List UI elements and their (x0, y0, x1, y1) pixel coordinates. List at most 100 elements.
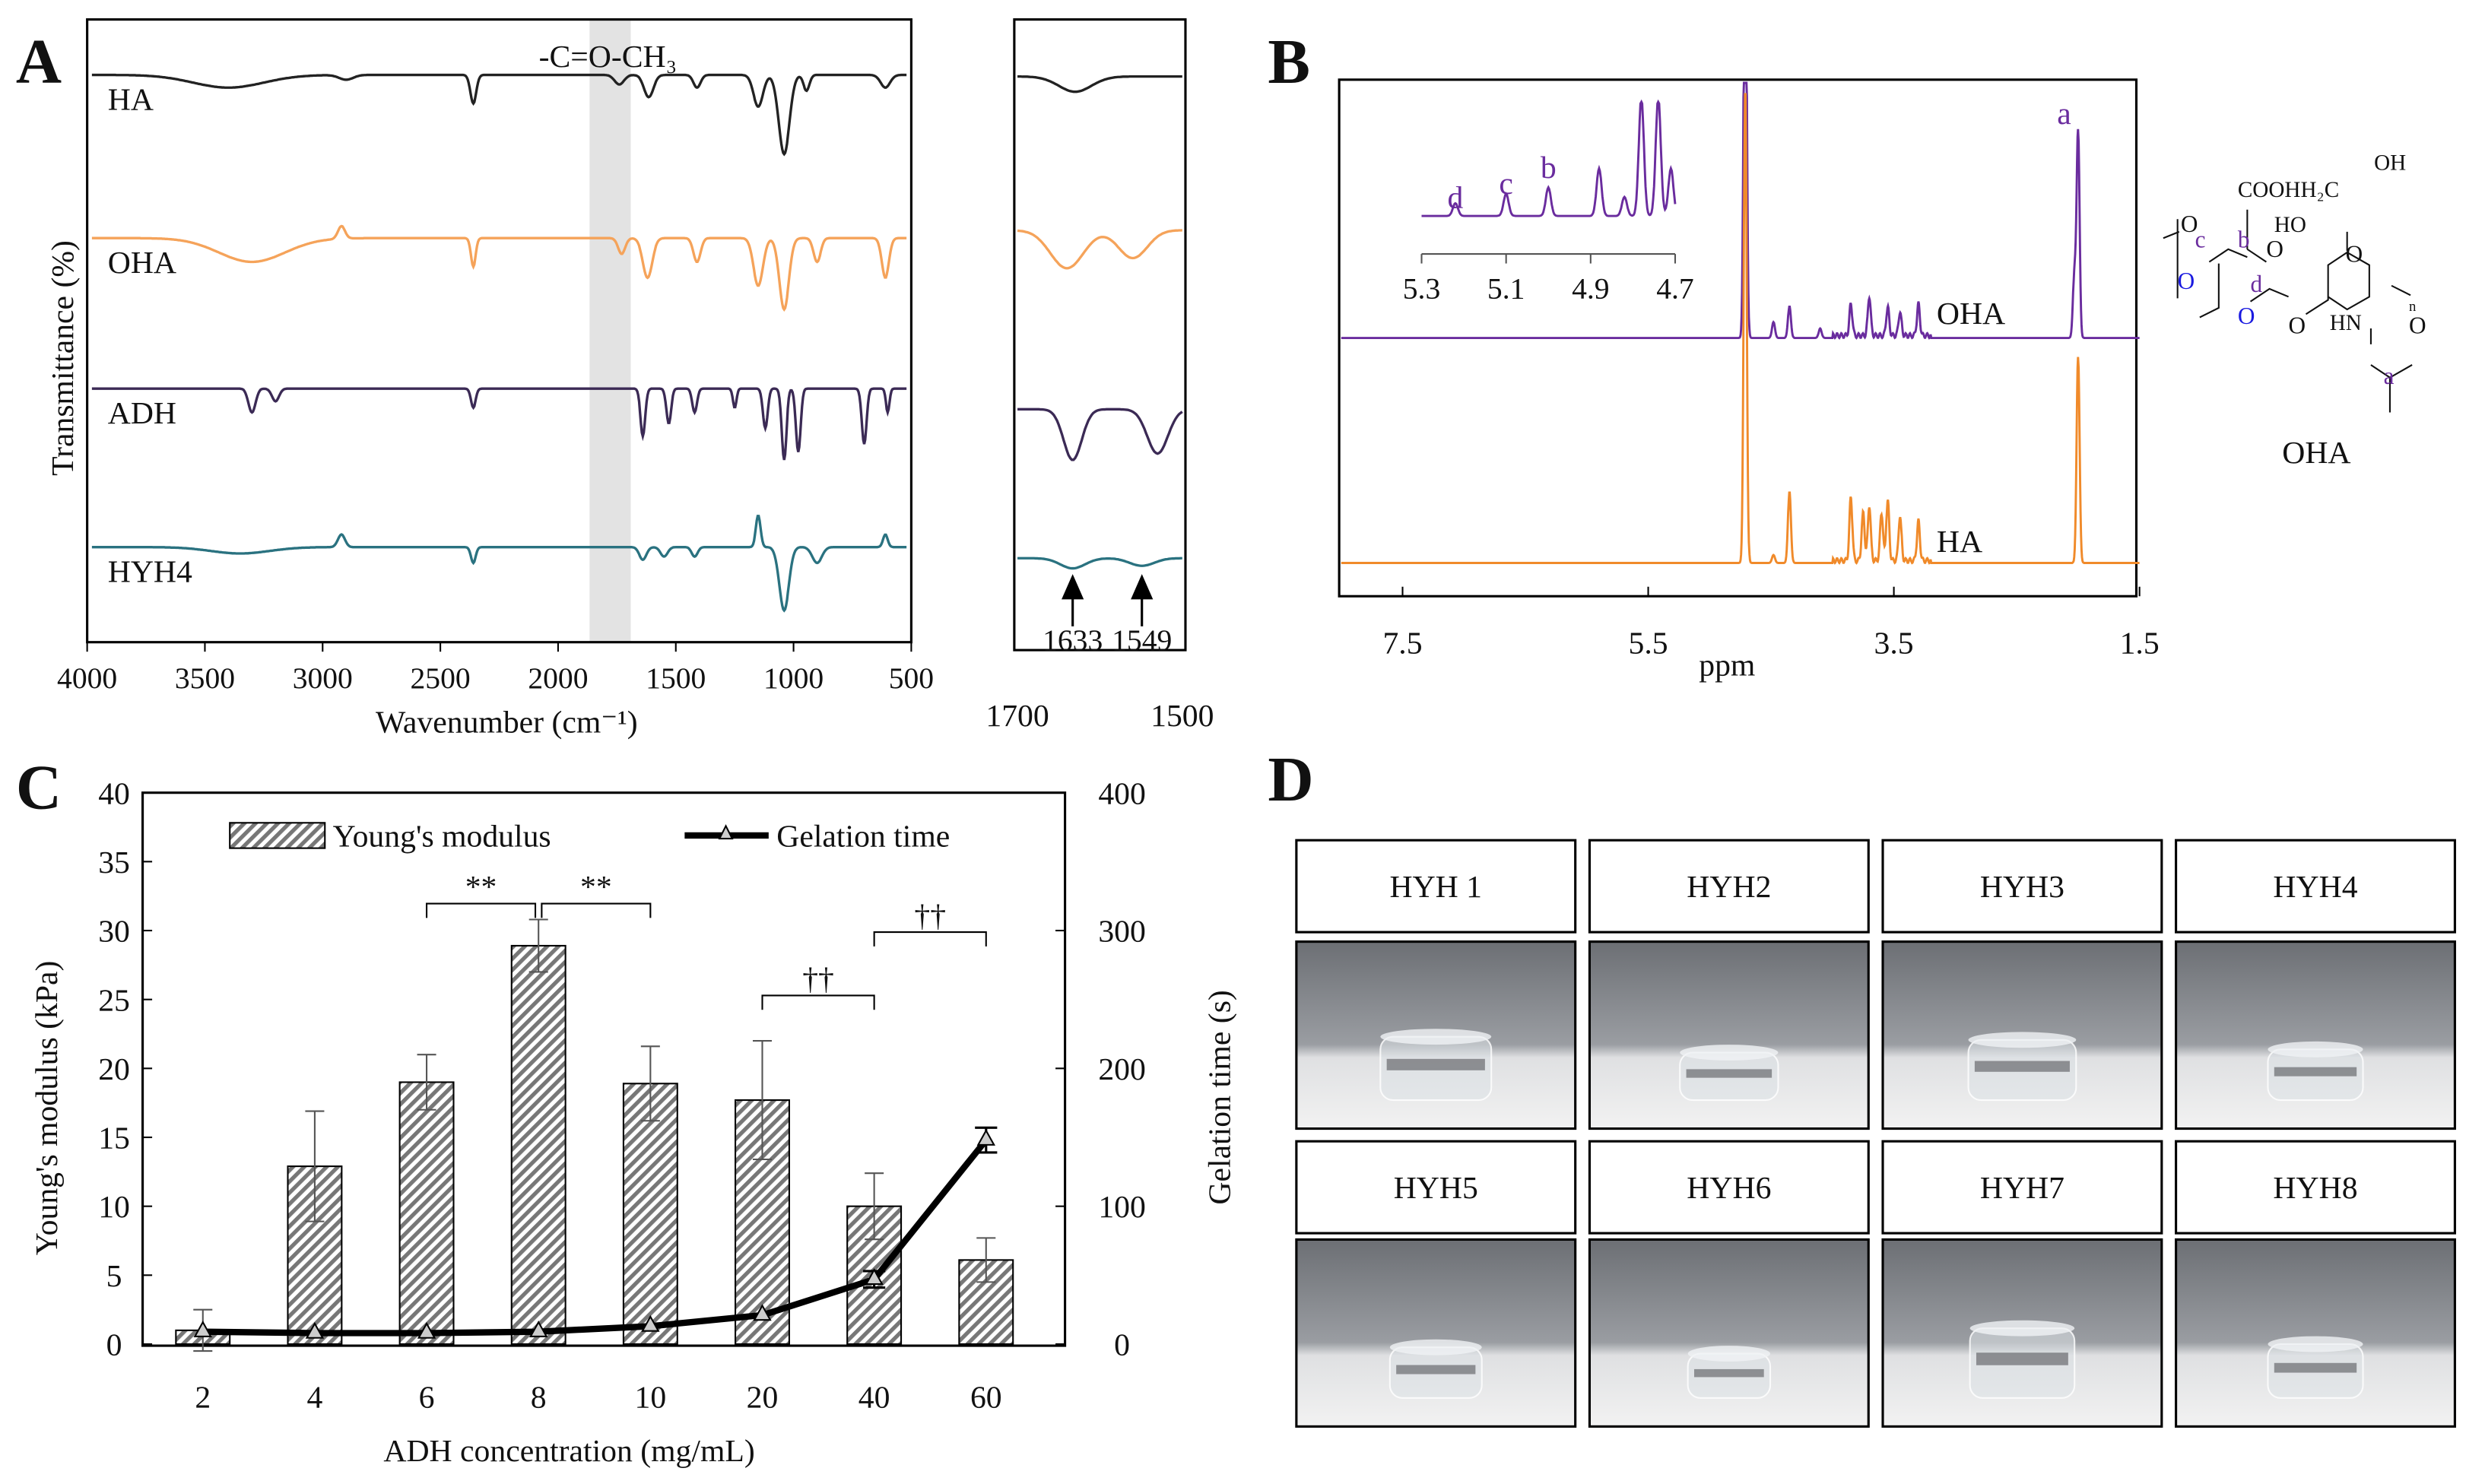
legend-young: Young's modulus (333, 820, 551, 855)
gelation-point-10 (641, 1314, 660, 1332)
bar-6 (398, 1081, 455, 1346)
x-tick-label: 1500 (646, 661, 706, 695)
inset-peak-label: b (1541, 151, 1557, 186)
x-tick-label: 3.5 (1874, 626, 1914, 661)
mechanics-chart: Young's modulus Gelation time ADH concen… (30, 776, 1237, 1469)
gelation-point-40 (865, 1268, 884, 1286)
photo-label: HYH7 (1980, 1171, 2064, 1206)
gelation-point-6 (417, 1321, 436, 1339)
legend-swatch-bar (229, 822, 326, 849)
y2-tick-label: 200 (1098, 1052, 1146, 1087)
photo-label-box (2175, 1140, 2456, 1235)
hydrogel-top (1687, 1346, 1771, 1362)
group-oh: OH (2374, 151, 2406, 176)
ftir-plot: -C=O-CH₃ Wavenumber (cm⁻¹) Transmittance… (46, 18, 934, 740)
gelation-point-20 (753, 1304, 772, 1321)
y-tick-label: 35 (98, 845, 130, 880)
bar-10 (622, 1083, 678, 1346)
photo-label: HYH4 (2273, 870, 2357, 905)
inset-tick-label: 4.9 (1572, 271, 1609, 305)
panel-label-d: D (1268, 745, 1313, 815)
x-axis-label: ADH concentration (mg/mL) (383, 1434, 754, 1469)
hydrogel-photo (1881, 1238, 2163, 1428)
hydrogel-photo (2175, 940, 2456, 1130)
photo-label-box (1588, 1140, 1870, 1235)
x-tick-label: 60 (970, 1380, 1002, 1415)
hydrogel-reflection (1976, 1352, 2068, 1365)
hydrogel-top (1680, 1045, 1779, 1061)
y2-tick-label: 0 (1114, 1328, 1130, 1363)
photo-label: HYH 1 (1389, 870, 1482, 905)
inset-peak-label: d (1448, 181, 1464, 216)
x-tick-label: 2 (195, 1380, 211, 1415)
hydrogel-photos: HYH 1 HYH2 HYH3 HYH4 HYH5 HYH6 HYH7 HYH8 (1295, 839, 2456, 1428)
y-tick-label: 5 (106, 1259, 122, 1294)
x-tick-label: 1700 (985, 699, 1049, 734)
photo-label-box (1295, 839, 1577, 934)
significance-bracket (873, 931, 987, 947)
significance-mark: ** (580, 870, 612, 905)
annotation: -C=O-CH₃ (539, 40, 678, 75)
series-label-hyh4: HYH4 (108, 554, 192, 589)
y-axis-label: Young's modulus (kPa) (30, 961, 65, 1256)
inset-spectrum-adh (1017, 407, 1183, 461)
group-o1: O (2181, 211, 2198, 237)
group-o3: O (2289, 312, 2306, 338)
hydrogel-reflection (1974, 1061, 2070, 1072)
legend-gelation: Gelation time (776, 820, 950, 855)
photo-label-box (1881, 839, 2163, 934)
highlight-band (589, 19, 631, 642)
label-d: d (2251, 271, 2263, 297)
group-ho: HO (2274, 213, 2306, 237)
y-axis-label: Transmittance (%) (46, 240, 81, 476)
panel-label-c: C (16, 753, 62, 823)
series-label-oha: OHA (108, 246, 176, 281)
group-aldehyde-1: O (2178, 268, 2195, 294)
arrow-label: 1549 (1112, 623, 1172, 657)
error-bar-40 (865, 1172, 884, 1241)
error-bar-10 (640, 1045, 660, 1122)
hydrogel-photo (1295, 1238, 1577, 1428)
group-o-ring: O (2346, 240, 2363, 267)
nmr-spectrum-oha (1341, 81, 2140, 340)
significance-bracket (541, 902, 652, 918)
significance-bracket (426, 902, 537, 918)
hydrogel-reflection (1693, 1368, 1764, 1378)
photo-label: HYH3 (1980, 870, 2064, 905)
hydrogel-top (2268, 1336, 2363, 1352)
error-bar-4 (305, 1110, 325, 1222)
hydrogel-top (2268, 1041, 2363, 1058)
inset-frame (1013, 18, 1187, 652)
ftir-inset: 1633 1549 1700 1500 (985, 18, 1214, 734)
series-label-ha: HA (1937, 525, 1982, 560)
error-bar-20 (752, 1040, 772, 1161)
hydrogel-reflection (2274, 1362, 2357, 1373)
peak-label-a: a (2057, 97, 2071, 132)
series-label-oha: OHA (1937, 296, 2005, 331)
group-cooh: COOHH₂C (2238, 178, 2339, 202)
y2-axis-label: Gelation time (s) (1202, 990, 1237, 1204)
x-tick-label: 1.5 (2120, 626, 2160, 661)
spectrum-adh (91, 387, 907, 461)
x-tick-label: 1000 (763, 661, 824, 695)
hydrogel-reflection (1396, 1365, 1476, 1375)
photo-label-box (2175, 839, 2456, 934)
significance-mark: †† (914, 899, 946, 934)
x-axis-label: Wavenumber (cm⁻¹) (376, 705, 638, 740)
hydrogel-photo (1588, 940, 1870, 1130)
inset-tick-label: 5.3 (1403, 271, 1440, 305)
significance-bracket (761, 994, 875, 1010)
panel-label-b: B (1268, 27, 1310, 97)
panel-label-a: A (16, 27, 62, 97)
x-tick-label: 40 (858, 1380, 890, 1415)
nmr-spectrum-ha (1341, 93, 2140, 565)
x-tick-label: 2500 (411, 661, 471, 695)
y-tick-label: 30 (98, 915, 130, 950)
hydrogel-top (1969, 1320, 2075, 1337)
error-bar-6 (417, 1054, 436, 1111)
photo-label: HYH8 (2273, 1171, 2357, 1206)
oha-structure: COOHH₂C OH HO O O O O HN O O O n c b d a… (2163, 151, 2426, 471)
significance-mark: ** (465, 870, 497, 905)
y-tick-label: 0 (106, 1328, 122, 1363)
